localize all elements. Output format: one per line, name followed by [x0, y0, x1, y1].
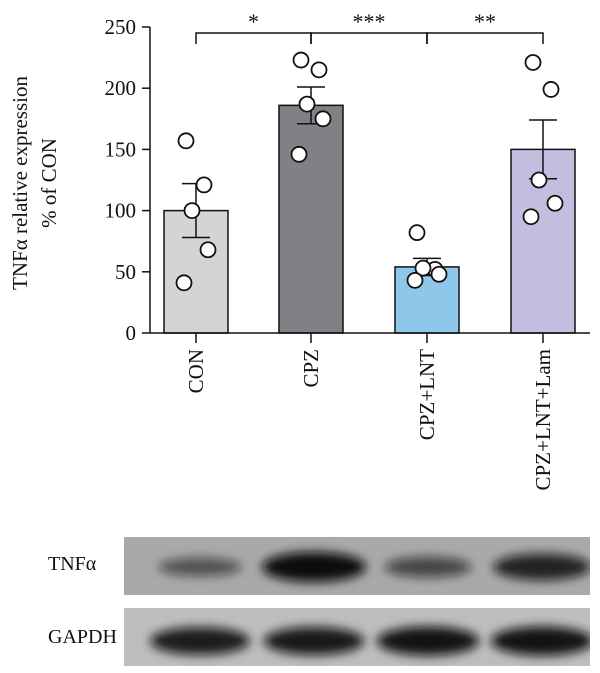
bar [394, 266, 460, 334]
significance-bracket [310, 32, 428, 44]
blot-band [384, 556, 472, 578]
data-point [408, 224, 426, 242]
blot-label-tnfa: TNFα [48, 553, 97, 575]
x-tick-label: CPZ+LNT+Lam [531, 349, 555, 491]
data-point [414, 259, 432, 277]
blot-band [493, 553, 590, 581]
y-axis-label-line1: TNFα relative expression [8, 76, 32, 290]
blot-band [150, 627, 250, 655]
data-point [530, 171, 548, 189]
y-axis-label-line2: % of CON [37, 138, 61, 228]
data-point [314, 110, 332, 128]
data-point [290, 145, 308, 163]
significance-bracket [195, 32, 312, 44]
blot-band [490, 626, 590, 656]
x-tick-label: CON [184, 349, 208, 393]
bar-chart: 0 50 100 150 200 250 TNFα relative expression%… [8, 9, 590, 491]
x-tick-label: CPZ+LNT [415, 349, 439, 440]
data-point [430, 265, 448, 283]
data-point [199, 241, 217, 259]
blot-bands-gapdh [124, 608, 590, 666]
significance-label: * [248, 9, 259, 34]
y-tick-label: 100 [105, 199, 137, 223]
data-point [524, 54, 542, 71]
data-point [542, 81, 560, 98]
y-tick-label: 50 [115, 260, 136, 284]
significance-label: ** [474, 9, 496, 34]
blot-panel-tnfa [124, 537, 590, 595]
blot-bands-tnfa [124, 537, 590, 595]
data-point [546, 194, 564, 212]
y-tick-label: 250 [105, 15, 137, 39]
data-point [310, 61, 328, 79]
blot-label-gapdh: GAPDH [48, 626, 117, 648]
significance-bracket [426, 32, 544, 44]
data-point [177, 132, 195, 150]
y-tick-label: 200 [105, 76, 137, 100]
data-point [298, 95, 316, 113]
y-tick-label: 150 [105, 137, 137, 161]
data-point [522, 208, 540, 226]
bar [278, 104, 344, 334]
blot-band [158, 557, 242, 577]
y-tick-label: 0 [126, 321, 137, 345]
data-point [292, 51, 310, 69]
x-tick-label: CPZ [299, 349, 323, 388]
data-point [406, 271, 424, 289]
data-point [195, 176, 213, 194]
data-point [175, 274, 193, 292]
blot-band [262, 552, 366, 582]
blot-band [376, 626, 480, 656]
significance-label: *** [353, 9, 386, 34]
blot-panel-gapdh [124, 608, 590, 666]
data-point [183, 202, 201, 220]
blot-band [263, 627, 365, 655]
